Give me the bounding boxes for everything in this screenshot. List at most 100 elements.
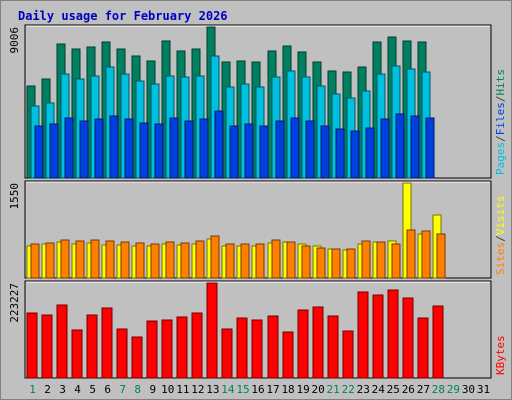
panel-kbytes-legend-part: KBytes	[494, 335, 507, 375]
x-tick-label-25: 25	[387, 383, 400, 396]
bar-kbytes-day-3	[56, 304, 68, 379]
x-tick-label-17: 17	[266, 383, 279, 396]
x-tick-label-2: 2	[44, 383, 51, 396]
bar-kbytes-day-15	[236, 317, 248, 379]
bar-sites-day-2	[45, 242, 55, 279]
bar-kbytes-day-12	[191, 312, 203, 379]
bar-kbytes-day-26	[402, 297, 414, 379]
bar-sites-day-13	[210, 235, 220, 279]
bar-pages-day-24	[380, 118, 390, 179]
x-tick-label-14: 14	[221, 383, 235, 396]
panel-visits-max-label: 1550	[8, 183, 21, 210]
x-tick-label-21: 21	[327, 383, 340, 396]
panel-hits-legend-part: Hits	[494, 69, 507, 96]
x-tick-label-28: 28	[432, 383, 445, 396]
panel-hits-axis-label: Pages/Files/Hits	[494, 69, 507, 175]
bar-sites-day-14	[225, 243, 235, 279]
series-sites	[30, 229, 446, 279]
bar-kbytes-day-16	[251, 319, 263, 379]
bar-kbytes-day-9	[146, 320, 158, 379]
bar-kbytes-day-21	[327, 315, 339, 379]
bar-pages-day-14	[229, 125, 239, 179]
bar-kbytes-day-24	[372, 294, 384, 379]
chart-title: Daily usage for February 2026	[18, 9, 228, 23]
bar-kbytes-day-22	[342, 330, 354, 379]
bar-sites-day-3	[60, 239, 70, 279]
x-tick-label-27: 27	[417, 383, 430, 396]
bar-kbytes-day-13	[206, 282, 218, 379]
bar-sites-day-25	[391, 243, 401, 279]
bar-kbytes-day-28	[432, 305, 444, 379]
bar-sites-day-26	[406, 229, 416, 279]
bar-kbytes-day-7	[116, 328, 128, 379]
x-axis-labels: 1 2 3 4 5 6 7 8 9 10 11 12 13 14 15 16 17 18 19 20 21 22 23 24 2…	[29, 383, 490, 396]
bar-pages-day-10	[169, 117, 179, 179]
series-pages	[34, 110, 435, 179]
panel-visits-legend-part: Visits	[494, 196, 507, 236]
bar-pages-day-19	[305, 120, 315, 179]
bar-pages-day-20	[320, 125, 330, 179]
bar-sites-day-1	[30, 243, 40, 279]
bar-pages-day-17	[275, 120, 285, 179]
bar-sites-day-20	[316, 247, 326, 279]
bar-sites-day-5	[90, 239, 100, 279]
panel-hits-legend-part: /	[494, 135, 507, 142]
panel-kbytes-axis-label: KBytes	[494, 335, 507, 375]
x-tick-label-12: 12	[191, 383, 204, 396]
bar-kbytes-day-14	[221, 328, 233, 379]
x-tick-label-23: 23	[357, 383, 370, 396]
x-tick-label-9: 9	[149, 383, 156, 396]
x-tick-label-7: 7	[119, 383, 126, 396]
x-tick-label-24: 24	[372, 383, 386, 396]
panel-visits: 1550 Sites/Visits	[8, 180, 507, 279]
bar-sites-day-4	[75, 240, 85, 279]
bar-pages-day-25	[395, 113, 405, 179]
bar-kbytes-day-11	[176, 316, 188, 379]
x-tick-label-11: 11	[176, 383, 189, 396]
bar-sites-day-18	[286, 241, 296, 279]
bar-pages-day-7	[124, 118, 134, 179]
bar-pages-day-22	[350, 130, 360, 179]
bar-pages-day-9	[154, 123, 164, 179]
panel-visits-legend-part: Sites	[494, 242, 507, 275]
bar-sites-day-24	[376, 241, 386, 279]
bar-pages-day-12	[199, 118, 209, 179]
x-tick-label-31: 31	[477, 383, 490, 396]
x-tick-label-30: 30	[462, 383, 475, 396]
bar-pages-day-5	[94, 118, 104, 179]
x-tick-label-1: 1	[29, 383, 36, 396]
bar-pages-day-15	[244, 123, 254, 179]
x-tick-label-29: 29	[447, 383, 460, 396]
bar-sites-day-22	[346, 248, 356, 279]
panel-hits-legend-part: Files	[494, 102, 507, 135]
bar-kbytes-day-27	[417, 317, 429, 379]
x-tick-label-19: 19	[296, 383, 309, 396]
bar-sites-day-16	[255, 243, 265, 279]
bar-pages-day-16	[259, 125, 269, 179]
bar-sites-day-28	[436, 233, 446, 279]
bar-pages-day-27	[425, 117, 435, 179]
chart-panels: 9006Pages/Files/Hits1550Sites/Visits2232…	[8, 24, 507, 379]
panel-visits-legend-part: /	[494, 235, 507, 242]
bar-kbytes-day-1	[26, 312, 38, 379]
bar-sites-day-27	[421, 230, 431, 279]
x-tick-label-20: 20	[312, 383, 325, 396]
x-tick-label-3: 3	[59, 383, 66, 396]
bar-kbytes-day-18	[282, 331, 294, 379]
bar-sites-day-17	[271, 239, 281, 279]
bar-pages-day-8	[139, 122, 149, 179]
bar-pages-day-6	[109, 115, 119, 179]
x-tick-label-13: 13	[206, 383, 219, 396]
bar-sites-day-11	[180, 242, 190, 279]
bar-sites-day-6	[105, 240, 115, 279]
bar-kbytes-day-2	[41, 314, 53, 379]
bar-sites-day-12	[195, 240, 205, 279]
bar-sites-day-9	[150, 243, 160, 279]
bar-pages-day-26	[410, 115, 420, 179]
bar-sites-day-8	[135, 242, 145, 279]
bar-pages-day-18	[290, 117, 300, 179]
bar-kbytes-day-25	[387, 289, 399, 379]
bar-kbytes-day-19	[297, 309, 309, 379]
bar-sites-day-15	[240, 243, 250, 279]
panel-kbytes-max-label: 223227	[8, 283, 21, 323]
